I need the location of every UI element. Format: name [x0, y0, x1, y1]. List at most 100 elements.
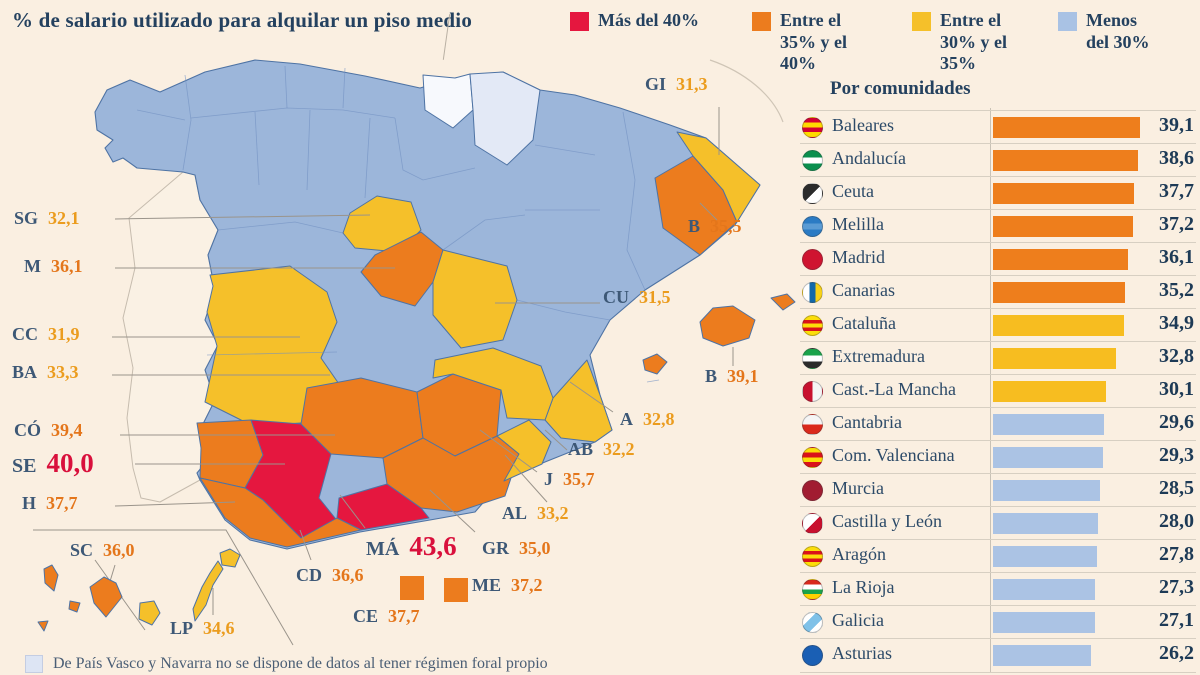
community-value: 29,6 [1159, 411, 1194, 433]
province-value: 35,5 [710, 216, 742, 236]
province-code: M [24, 256, 41, 276]
community-name: Canarias [832, 280, 895, 300]
province-girona [676, 131, 761, 223]
table-row: Canarias 35,2 [800, 275, 1196, 309]
community-name: Andalucía [832, 148, 906, 168]
community-value: 28,0 [1159, 510, 1194, 532]
island-ibiza [642, 353, 668, 375]
island-tenerife [89, 576, 123, 618]
province-cuenca [432, 249, 518, 349]
community-value: 35,2 [1159, 279, 1194, 301]
province-code: LP [170, 618, 194, 638]
province-value: 36,0 [103, 540, 135, 560]
table-row: Asturias 26,2 [800, 638, 1196, 673]
community-name: Cast.-La Mancha [832, 379, 956, 399]
province-madrid [360, 231, 444, 307]
canary-islands-inset [33, 529, 294, 646]
province-value: 33,2 [537, 503, 569, 523]
value-bar [993, 414, 1104, 435]
flag-murcia-icon [802, 480, 823, 501]
melilla-square [444, 578, 468, 602]
province-value: 32,2 [603, 439, 635, 459]
table-row: Castilla y León 28,0 [800, 506, 1196, 540]
legend-label: Menos del 30% [1086, 10, 1150, 52]
table-row: Ceuta 37,7 [800, 176, 1196, 210]
legend-swatch-icon [752, 12, 771, 31]
inset-frame-line [33, 529, 294, 646]
province-value: 32,1 [48, 208, 80, 228]
province-code: MÁ [366, 538, 400, 560]
legend-label: Entre el 30% y el 35% [940, 10, 1007, 74]
province-value: 36,6 [332, 565, 364, 585]
map-label-có: CÓ 39,4 [14, 420, 83, 441]
community-value: 27,8 [1159, 543, 1194, 565]
community-value: 30,1 [1159, 378, 1194, 400]
bar-axis-divider [990, 108, 991, 672]
province-code: CU [603, 287, 629, 307]
province-value: 34,6 [203, 618, 235, 638]
table-row: Andalucía 38,6 [800, 143, 1196, 177]
map-label-al: AL 33,2 [502, 503, 569, 524]
flag-ceuta-icon [802, 183, 823, 204]
community-name: Murcia [832, 478, 884, 498]
table-row: Melilla 37,2 [800, 209, 1196, 243]
value-bar [993, 150, 1138, 171]
map-label-cd: CD 36,6 [296, 565, 364, 586]
island-el-hierro [37, 620, 49, 632]
province-value: 39,4 [51, 420, 83, 440]
map-label-sc: SC 36,0 [70, 540, 135, 561]
community-name: Cantabria [832, 412, 902, 432]
flag-baleares-icon [802, 117, 823, 138]
community-name: Melilla [832, 214, 884, 234]
province-code: CC [12, 324, 38, 344]
island-gran-canaria [138, 600, 161, 626]
community-value: 26,2 [1159, 642, 1194, 664]
spain-map [94, 59, 796, 561]
footnote: De País Vasco y Navarra no se dispone de… [25, 655, 548, 673]
map-label-a: A 32,8 [620, 409, 675, 430]
island-fuerteventura [192, 560, 224, 622]
province-code: B [705, 366, 718, 386]
community-value: 29,3 [1159, 444, 1194, 466]
community-name: Ceuta [832, 181, 874, 201]
province-code: H [22, 493, 37, 513]
province-value: 31,3 [676, 74, 708, 94]
island-formentera [646, 379, 660, 383]
community-value: 38,6 [1159, 147, 1194, 169]
no-data-swatch-icon [25, 655, 43, 673]
province-code: CD [296, 565, 322, 585]
france-border-line [709, 59, 784, 123]
province-value: 39,1 [727, 366, 759, 386]
province-value: 37,2 [511, 575, 543, 595]
island-lanzarote [219, 548, 241, 568]
community-name: Com. Valenciana [832, 445, 955, 465]
table-row: Murcia 28,5 [800, 473, 1196, 507]
province-code: SC [70, 540, 94, 560]
island-la-palma [43, 564, 59, 592]
legend-swatch-icon [912, 12, 931, 31]
province-code: CÓ [14, 420, 41, 440]
community-name: Aragón [832, 544, 886, 564]
value-bar [993, 480, 1100, 501]
community-value: 39,1 [1159, 114, 1194, 136]
map-label-j: J 35,7 [544, 469, 595, 490]
province-code: ME [472, 575, 501, 595]
flag-cantabria-icon [802, 414, 823, 435]
flag-galicia-icon [802, 612, 823, 633]
province-albacete [432, 347, 554, 421]
value-bar [993, 447, 1103, 468]
province-code: AL [502, 503, 528, 523]
community-value: 32,8 [1159, 345, 1194, 367]
province-value: 40,0 [46, 448, 94, 478]
province-value: 33,3 [47, 362, 79, 382]
community-name: Baleares [832, 115, 894, 135]
flag-canarias-icon [802, 282, 823, 303]
province-value: 31,5 [639, 287, 671, 307]
value-bar [993, 216, 1133, 237]
value-bar [993, 546, 1098, 567]
map-label-cu: CU 31,5 [603, 287, 671, 308]
island-menorca [770, 293, 796, 311]
map-label-lp: LP 34,6 [170, 618, 235, 639]
community-name: Cataluña [832, 313, 896, 333]
map-label-me: ME 37,2 [472, 575, 543, 596]
